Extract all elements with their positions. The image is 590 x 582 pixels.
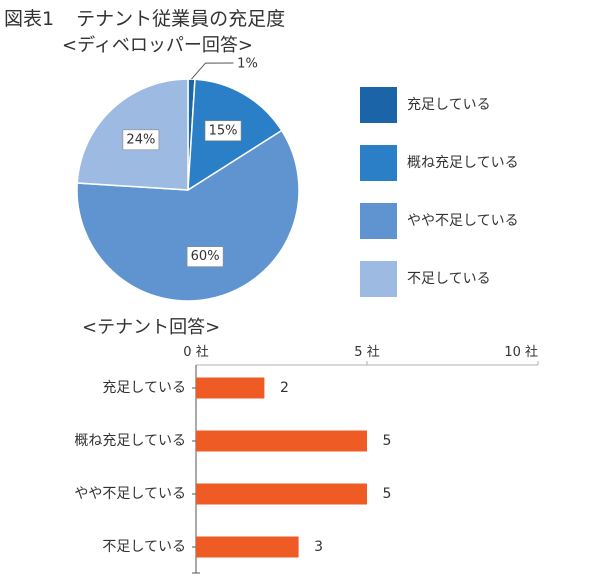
- bar-value-label: 2: [280, 380, 289, 396]
- figure-title: 図表1 テナント従業員の充足度: [4, 4, 285, 31]
- figure-number: 図表1: [4, 8, 55, 30]
- legend-label: 概ね充足している: [407, 155, 519, 171]
- bar-x-tick-label: 0 社: [183, 344, 208, 360]
- legend-label: 充足している: [407, 97, 491, 113]
- pie-value-label: 1%: [237, 57, 258, 72]
- bar-x-tick-label: 10 社: [504, 344, 538, 360]
- bar: [196, 536, 299, 558]
- bar-category-label: 不足している: [102, 539, 186, 555]
- bar-category-label: やや不足している: [74, 486, 186, 502]
- pie-value-label: 24%: [126, 132, 155, 147]
- pie-chart-subtitle: <ディベロッパー回答>: [62, 35, 253, 56]
- legend-swatch: [360, 87, 397, 123]
- pie-value-label: 15%: [209, 123, 238, 138]
- bar-category-label: 充足している: [102, 380, 186, 396]
- legend-label: やや不足している: [407, 213, 519, 229]
- pie-value-label-box: [186, 246, 224, 267]
- bar: [196, 430, 367, 452]
- legend-swatch: [360, 261, 397, 297]
- pie-slice: [76, 129, 300, 302]
- pie-leader-line: [191, 62, 234, 80]
- bar-value-label: 5: [383, 433, 392, 449]
- pie-value-label-box: [122, 129, 160, 151]
- bar-value-label: 5: [383, 486, 392, 502]
- figure-title-text: テナント従業員の充足度: [76, 8, 286, 30]
- pie-value-label-box: [204, 120, 242, 142]
- bar-category-label: 概ね充足している: [74, 433, 186, 449]
- bar-chart-subtitle: <テナント回答>: [82, 317, 221, 338]
- legend-label: 不足している: [407, 271, 491, 287]
- legend-swatch: [360, 145, 397, 181]
- legend-swatch: [360, 203, 397, 239]
- bar-value-label: 3: [314, 539, 323, 555]
- pie-value-label: 60%: [191, 249, 220, 264]
- bar-x-tick-label: 5 社: [354, 344, 379, 360]
- bar: [196, 377, 265, 399]
- bar: [196, 483, 367, 505]
